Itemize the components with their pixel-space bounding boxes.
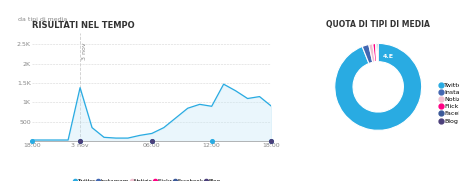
Wedge shape (368, 44, 374, 62)
Point (76, 139, 84, 142)
Point (28, 139, 36, 142)
Text: RISULTATI NEL TEMPO: RISULTATI NEL TEMPO (32, 21, 134, 30)
Point (148, 139, 155, 142)
Point (148, 139, 155, 142)
Wedge shape (361, 45, 372, 64)
Wedge shape (375, 43, 376, 62)
Text: 94.C: 94.C (366, 78, 389, 87)
Legend: Twitter, Instagram, Notizie, Flickr, Facebook, Blog: Twitter, Instagram, Notizie, Flickr, Fac… (72, 176, 222, 181)
Title: QUOTA DI TIPI DI MEDIA: QUOTA DI TIPI DI MEDIA (325, 20, 429, 29)
Wedge shape (334, 43, 421, 130)
Text: 3 nov: 3 nov (82, 42, 87, 60)
Point (267, 139, 274, 142)
Text: da tipi di media: da tipi di media (18, 17, 67, 22)
Point (207, 139, 215, 142)
Point (76, 139, 84, 142)
Text: 4.E: 4.E (381, 54, 392, 59)
Wedge shape (372, 43, 376, 62)
Point (267, 139, 274, 142)
Legend: Twitter, Instagram, Notizie, Flickr, Facebook, Blog: Twitter, Instagram, Notizie, Flickr, Fac… (437, 80, 459, 126)
Wedge shape (376, 43, 377, 62)
